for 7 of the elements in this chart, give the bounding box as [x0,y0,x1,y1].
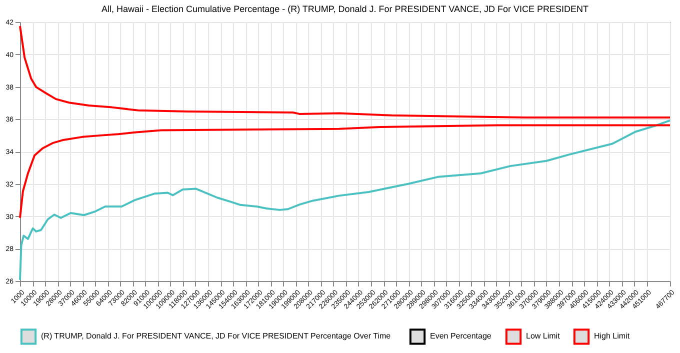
legend-label: (R) TRUMP, Donald J. For PRESIDENT VANCE, JD For VICE PRESIDENT Percentage Over Time [41,332,392,341]
legend-label: Low Limit [526,332,561,341]
line-series [19,124,671,219]
legend-label: Even Percentage [430,332,492,341]
legend-label: High Limit [594,332,630,341]
line-series [19,25,671,119]
chart-title: All, Hawaii - Election Cumulative Percentage - (R) TRUMP, Donald J. For PRESIDENT VANCE, JD For VICE PRESIDENT [102,4,589,14]
